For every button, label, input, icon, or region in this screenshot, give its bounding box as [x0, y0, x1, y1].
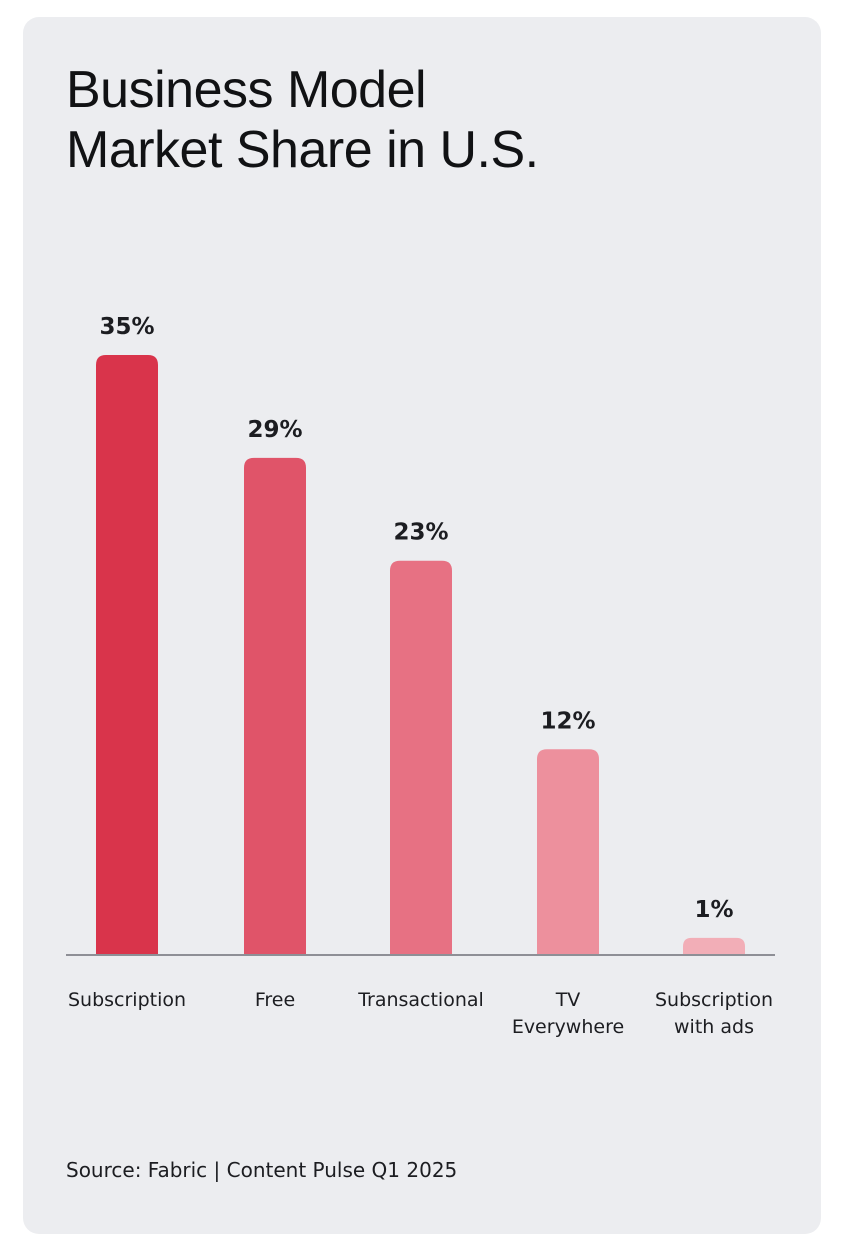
- category-label-tv-everywhere: TV Everywhere: [512, 989, 624, 1038]
- data-label-subscription: 35%: [99, 314, 154, 340]
- bar-subscription-with-ads: [683, 937, 745, 955]
- bar-transactional: [390, 560, 452, 955]
- category-label-transactional: Transactional: [357, 989, 484, 1011]
- data-label-subscription-with-ads: 1%: [694, 897, 733, 923]
- data-label-tv-everywhere: 12%: [540, 708, 595, 734]
- chart-title-line-2: Market Share in U.S.: [66, 121, 539, 179]
- source-note: Source: Fabric | Content Pulse Q1 2025: [66, 1158, 458, 1182]
- chart-title: Business Model Market Share in U.S.: [66, 60, 766, 180]
- data-label-transactional: 23%: [393, 520, 448, 546]
- category-label-free: Free: [255, 989, 295, 1011]
- bar-tv-everywhere: [537, 749, 599, 955]
- data-label-free: 29%: [247, 417, 302, 443]
- category-label-subscription-with-ads: Subscription with ads: [655, 989, 773, 1038]
- category-label-subscription: Subscription: [68, 989, 186, 1011]
- bar-subscription: [96, 355, 158, 955]
- bar-free: [244, 457, 306, 955]
- chart-title-line-1: Business Model: [66, 61, 427, 119]
